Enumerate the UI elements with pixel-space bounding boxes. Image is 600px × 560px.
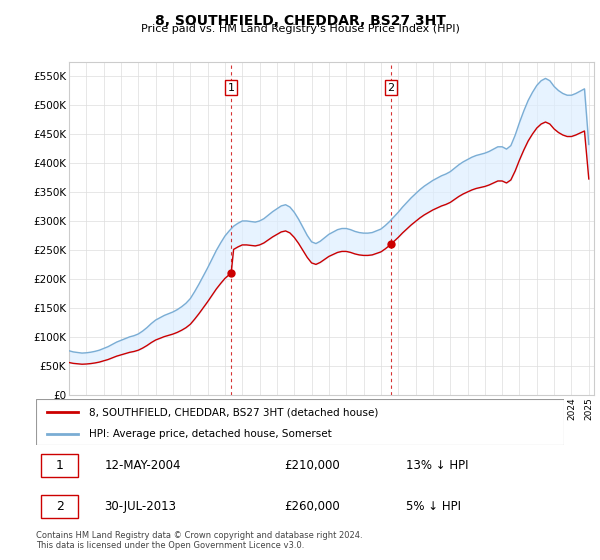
- Text: 8, SOUTHFIELD, CHEDDAR, BS27 3HT (detached house): 8, SOUTHFIELD, CHEDDAR, BS27 3HT (detach…: [89, 407, 378, 417]
- Text: 5% ↓ HPI: 5% ↓ HPI: [406, 500, 461, 513]
- Text: 13% ↓ HPI: 13% ↓ HPI: [406, 459, 468, 473]
- Text: 1: 1: [227, 83, 235, 92]
- Text: £210,000: £210,000: [284, 459, 340, 473]
- Text: HPI: Average price, detached house, Somerset: HPI: Average price, detached house, Some…: [89, 429, 332, 438]
- FancyBboxPatch shape: [36, 399, 564, 445]
- Text: 1: 1: [56, 459, 64, 473]
- Text: 2: 2: [388, 83, 394, 92]
- Text: 8, SOUTHFIELD, CHEDDAR, BS27 3HT: 8, SOUTHFIELD, CHEDDAR, BS27 3HT: [155, 14, 445, 28]
- Text: 2: 2: [56, 500, 64, 513]
- Text: £260,000: £260,000: [284, 500, 340, 513]
- Text: Price paid vs. HM Land Registry's House Price Index (HPI): Price paid vs. HM Land Registry's House …: [140, 24, 460, 34]
- FancyBboxPatch shape: [41, 455, 78, 477]
- Text: 12-MAY-2004: 12-MAY-2004: [104, 459, 181, 473]
- FancyBboxPatch shape: [41, 495, 78, 518]
- Text: 30-JUL-2013: 30-JUL-2013: [104, 500, 176, 513]
- Text: Contains HM Land Registry data © Crown copyright and database right 2024.
This d: Contains HM Land Registry data © Crown c…: [36, 531, 362, 550]
